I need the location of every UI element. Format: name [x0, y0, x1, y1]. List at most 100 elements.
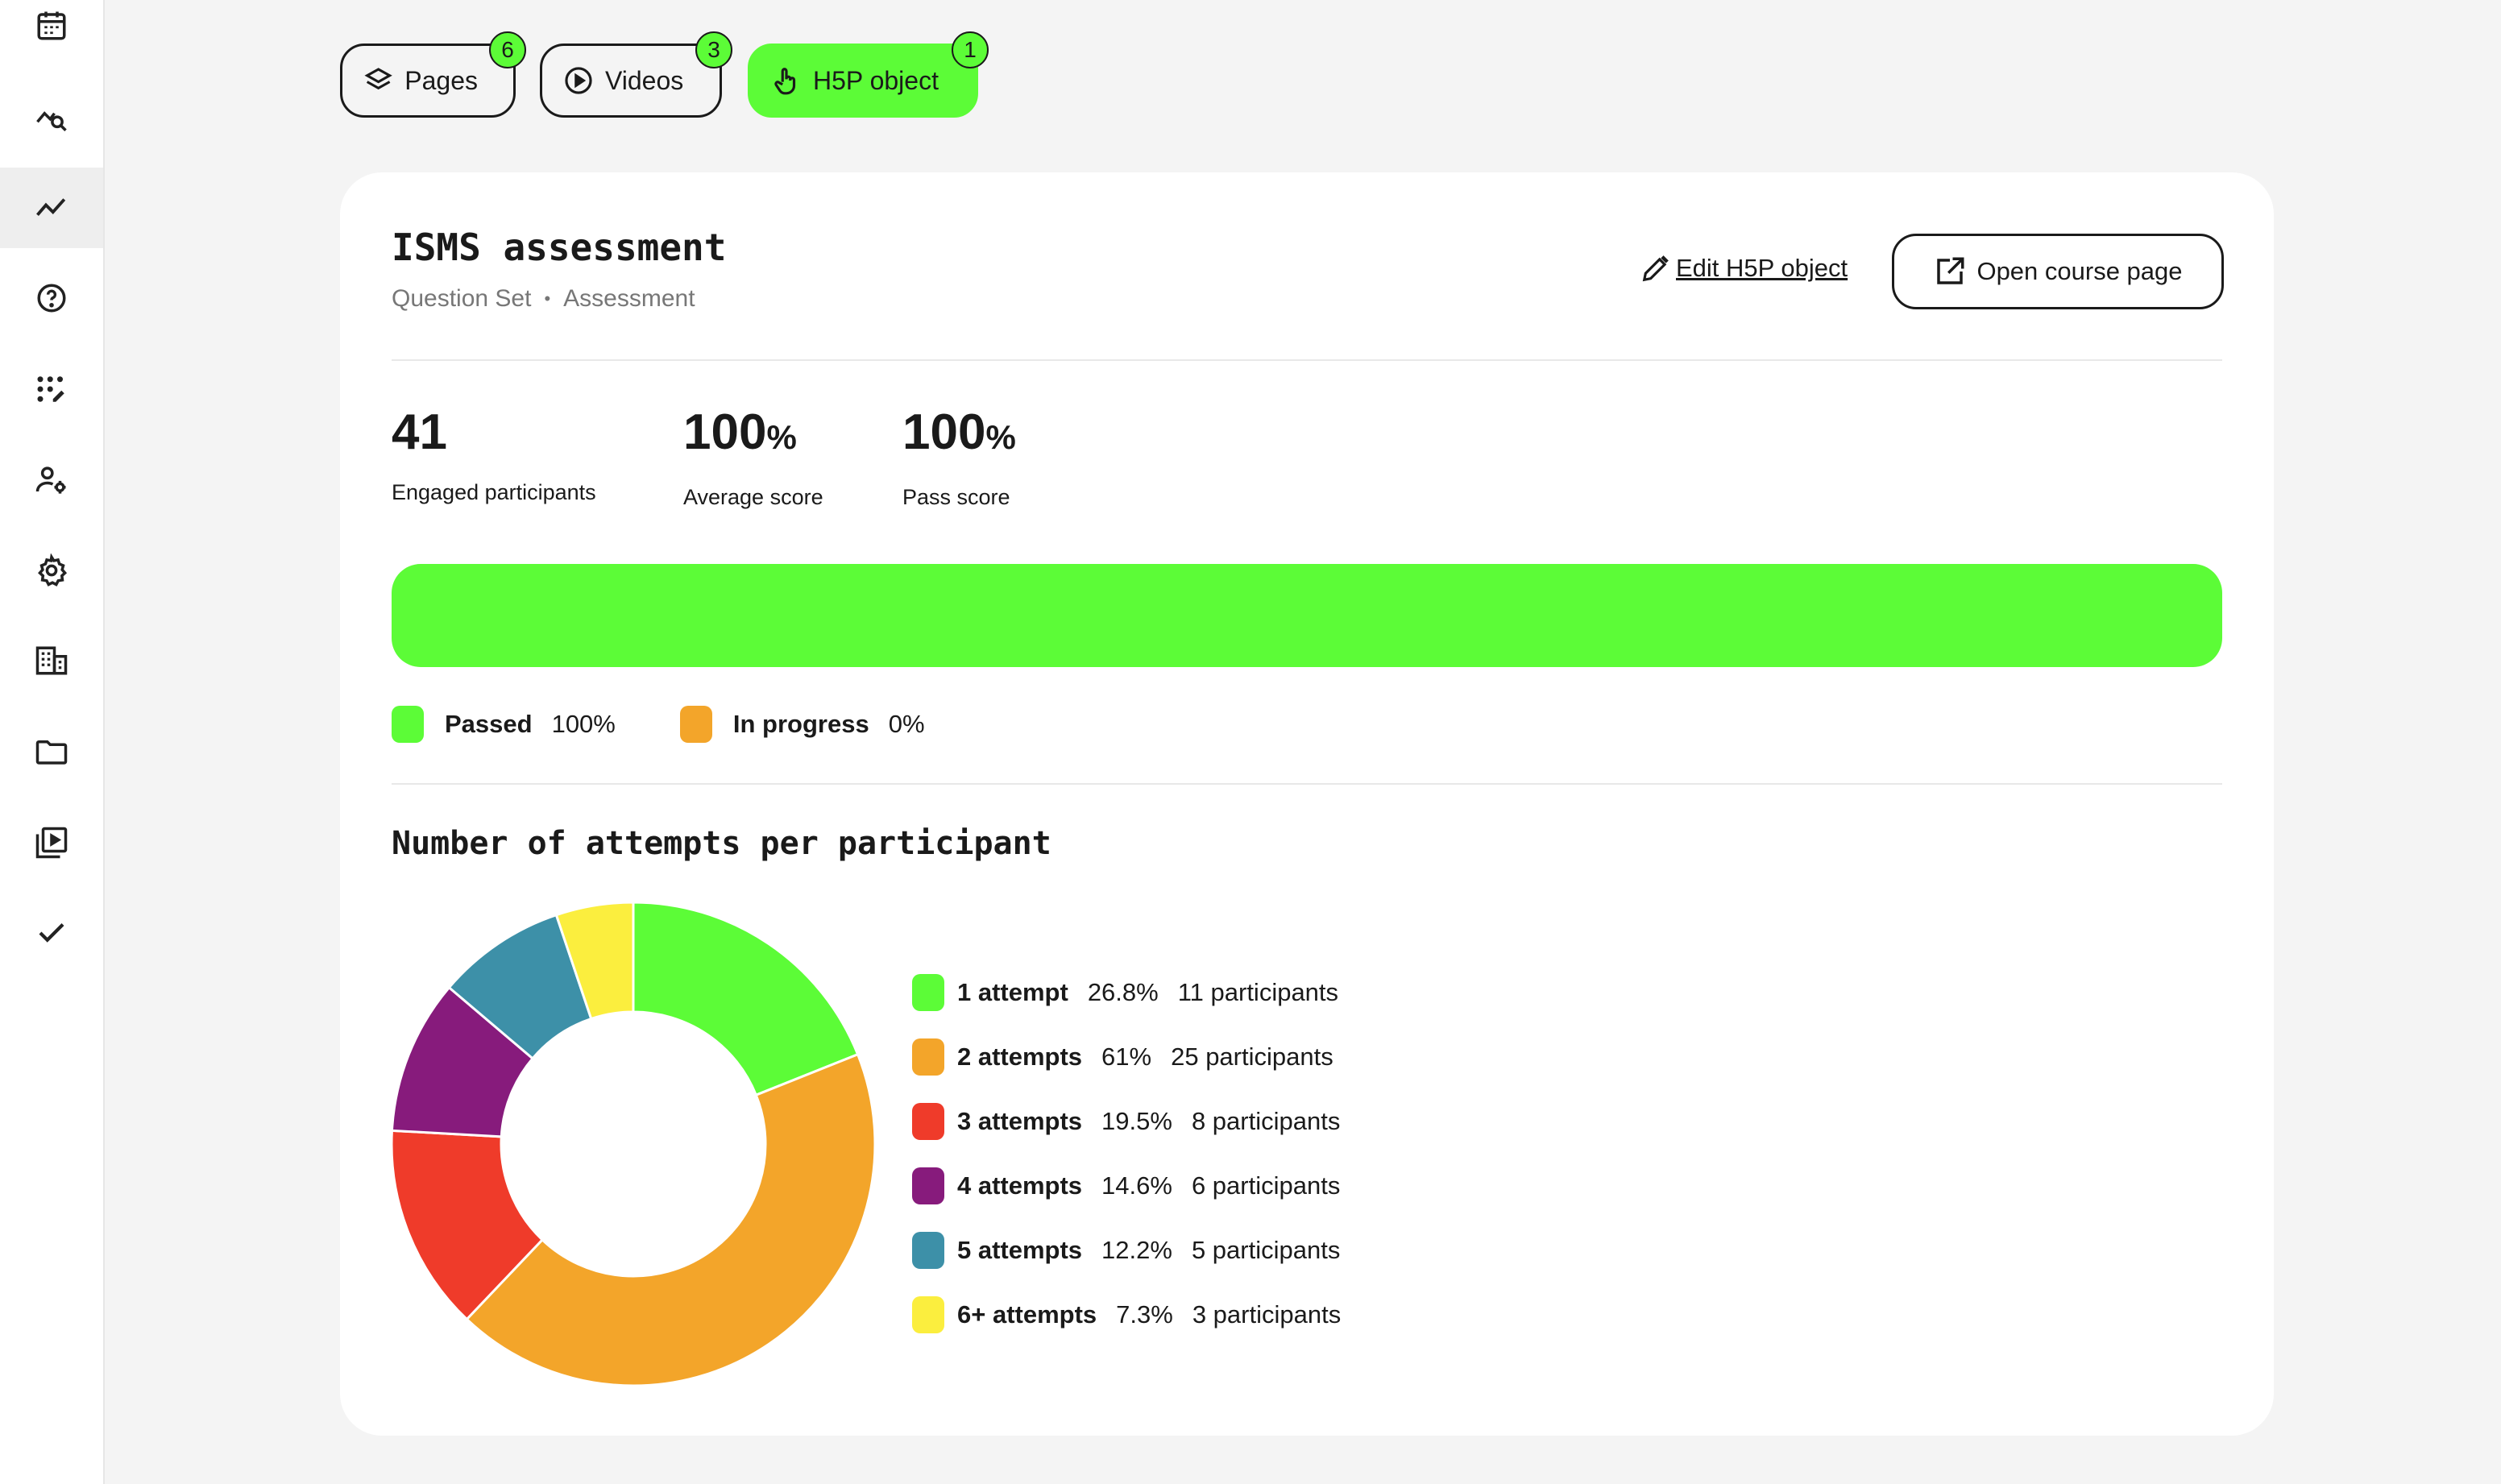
- legend-percent: 19.5%: [1101, 1107, 1172, 1135]
- legend-participants: 11 participants: [1177, 978, 1339, 1006]
- user-settings-icon: [35, 466, 66, 494]
- sidebar-item-trends[interactable]: [0, 168, 103, 248]
- tab-videos[interactable]: Videos 3: [540, 31, 732, 118]
- video-library-icon: [35, 827, 68, 859]
- h5p-object-card: ISMS assessment Question Set • Assessmen…: [340, 172, 2274, 1436]
- legend-swatch: [912, 1167, 944, 1204]
- attempts-donut-chart: [392, 902, 875, 1386]
- object-category: Assessment: [563, 285, 695, 312]
- stat-label: Average score: [683, 485, 823, 509]
- legend-attempts-label: 1 attempt: [957, 978, 1068, 1006]
- legend-percent: 26.8%: [1087, 978, 1159, 1006]
- stat-average-score: 100% Average score: [683, 406, 823, 510]
- legend-label: In progress: [732, 710, 869, 738]
- tab-count-badge: 6: [489, 31, 526, 68]
- legend-swatch: [912, 1038, 944, 1076]
- sidebar-item-help[interactable]: [0, 258, 103, 338]
- stat-value: 100%: [902, 406, 1016, 464]
- completion-progress-bar: [392, 564, 2222, 667]
- play-circle-icon: [565, 67, 592, 94]
- meta-separator: •: [544, 288, 551, 309]
- average-score-value: 100: [683, 404, 767, 460]
- legend-swatch: [912, 974, 944, 1011]
- progress-fill-passed: [392, 564, 2222, 667]
- legend-attempts-label: 3 attempts: [957, 1107, 1083, 1135]
- donut-slice-1[interactable]: [632, 902, 860, 1097]
- stat-engaged: 41 Engaged participants: [392, 406, 596, 505]
- legend-swatch: [392, 706, 424, 743]
- tab-h5p-object[interactable]: H5P object 1: [748, 31, 989, 118]
- layers-icon: [364, 68, 392, 90]
- legend-in-progress: In progress 0%: [679, 706, 925, 743]
- object-meta: Question Set • Assessment: [392, 285, 695, 313]
- building-icon: [35, 646, 68, 675]
- sidebar-item-user-settings[interactable]: [0, 440, 103, 520]
- engaged-count: 41: [392, 404, 447, 460]
- help-circle-icon: [37, 284, 66, 313]
- legend-value: 100%: [551, 710, 616, 738]
- external-link-icon: [1937, 257, 1964, 284]
- pass-score-value: 100: [902, 404, 986, 460]
- open-course-label: Open course page: [1976, 257, 2183, 285]
- sidebar-item-files[interactable]: [0, 711, 103, 792]
- gear-icon: [38, 553, 68, 587]
- sidebar-item-checks[interactable]: [0, 893, 103, 973]
- attempts-legend-row: 5 attempts 12.2% 5 participants: [912, 1218, 1341, 1283]
- touch-icon: [774, 68, 796, 95]
- legend-participants: 6 participants: [1191, 1171, 1341, 1200]
- legend-participants: 8 participants: [1191, 1107, 1341, 1135]
- legend-label: Passed: [445, 710, 533, 738]
- attempts-legend: 1 attempt 26.8% 11 participants 2 attempts 6…: [912, 960, 1341, 1347]
- legend-passed: Passed 100%: [392, 706, 616, 743]
- legend-attempts-label: 6+ attempts: [957, 1300, 1097, 1329]
- sidebar: [0, 0, 105, 1484]
- tab-pages[interactable]: Pages 6: [340, 31, 526, 118]
- stat-value: 41: [392, 406, 596, 459]
- donut-slice-6[interactable]: [554, 902, 635, 1021]
- legend-swatch: [679, 706, 712, 743]
- legend-percent: 12.2%: [1101, 1236, 1172, 1264]
- legend-swatch: [912, 1103, 944, 1140]
- stat-label: Engaged participants: [392, 480, 596, 504]
- attempts-section-title: Number of attempts per participant: [392, 825, 1051, 862]
- stat-pass-score: 100% Pass score: [902, 406, 1016, 510]
- sidebar-item-analytics-search[interactable]: [0, 77, 103, 158]
- tab-count-badge: 1: [952, 31, 989, 68]
- sidebar-item-organization[interactable]: [0, 620, 103, 701]
- progress-legend: Passed 100% In progress 0%: [392, 706, 989, 743]
- legend-participants: 3 participants: [1192, 1300, 1342, 1329]
- stat-value: 100%: [683, 406, 823, 464]
- sidebar-item-content-edit[interactable]: [0, 349, 103, 429]
- trend-line-icon: [36, 198, 66, 217]
- sidebar-item-calendar[interactable]: [0, 0, 103, 66]
- percent-unit: %: [766, 418, 797, 456]
- dots-edit-icon: [37, 376, 64, 402]
- legend-percent: 14.6%: [1101, 1171, 1172, 1200]
- edit-h5p-link[interactable]: Edit H5P object: [1640, 253, 1848, 284]
- calendar-icon: [37, 11, 66, 40]
- open-course-page-button[interactable]: Open course page: [1892, 234, 2224, 309]
- tab-label: Videos: [605, 65, 684, 95]
- legend-attempts-label: 2 attempts: [957, 1043, 1083, 1071]
- tab-label: H5P object: [813, 65, 939, 95]
- donut-slice-2[interactable]: [465, 1052, 875, 1386]
- legend-swatch: [912, 1296, 944, 1333]
- legend-swatch: [912, 1232, 944, 1269]
- attempts-legend-row: 4 attempts 14.6% 6 participants: [912, 1154, 1341, 1218]
- folder-icon: [35, 740, 68, 765]
- sidebar-item-videos[interactable]: [0, 802, 103, 883]
- legend-participants: 5 participants: [1191, 1236, 1341, 1264]
- divider: [392, 783, 2222, 785]
- donut-slice-3[interactable]: [392, 1129, 545, 1321]
- object-type: Question Set: [392, 285, 532, 312]
- legend-percent: 61%: [1101, 1043, 1152, 1071]
- percent-unit: %: [985, 418, 1016, 456]
- legend-percent: 7.3%: [1116, 1300, 1173, 1329]
- stat-label: Pass score: [902, 485, 1010, 509]
- attempts-legend-row: 3 attempts 19.5% 8 participants: [912, 1089, 1341, 1154]
- attempts-legend-row: 2 attempts 61% 25 participants: [912, 1025, 1341, 1089]
- edit-h5p-label: Edit H5P object: [1676, 254, 1848, 282]
- sidebar-item-settings[interactable]: [0, 530, 103, 611]
- chart-search-icon: [36, 111, 67, 131]
- legend-attempts-label: 5 attempts: [957, 1236, 1083, 1264]
